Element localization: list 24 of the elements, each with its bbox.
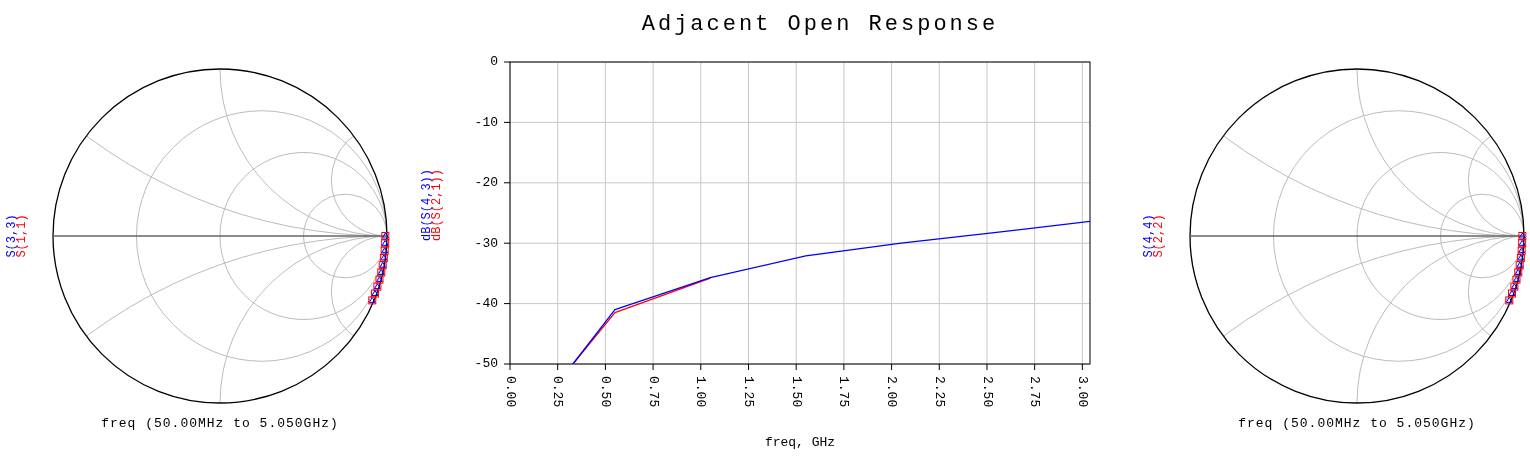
y-tick-label: -50 [474, 356, 498, 372]
y-tick-label: -40 [474, 296, 498, 312]
y-tick-label: -20 [474, 175, 498, 191]
x-tick-label: 2.25 [931, 376, 947, 408]
text: freq (50.00MHz to 5.050GHz) [101, 416, 339, 431]
x-tick-label: 2.00 [884, 376, 900, 408]
x-tick-label: 1.50 [788, 376, 804, 408]
x-tick-label: 2.50 [979, 376, 995, 408]
x-tick-label: 0.25 [550, 376, 566, 408]
x-tick-label: 2.75 [1027, 376, 1043, 408]
x-axis-title: freq, GHz [764, 435, 836, 450]
y-tick-label: -10 [474, 114, 498, 130]
text: freq (50.00MHz to 5.050GHz) [1238, 416, 1476, 431]
line-series [572, 220, 1090, 364]
y-tick-label: 0 [490, 54, 498, 70]
chart-title: Adjacent Open Response [641, 12, 999, 37]
x-tick-label: 0.75 [645, 376, 661, 408]
x-tick-label: 0.50 [597, 376, 613, 408]
x-tick-label: 1.25 [741, 376, 757, 408]
y-tick-label: -30 [474, 235, 498, 251]
x-tick-label: 3.00 [1074, 376, 1090, 408]
x-tick-label: 1.75 [836, 376, 852, 408]
x-tick-label: 1.00 [693, 376, 709, 408]
x-tick-label: 0.00 [502, 376, 518, 408]
